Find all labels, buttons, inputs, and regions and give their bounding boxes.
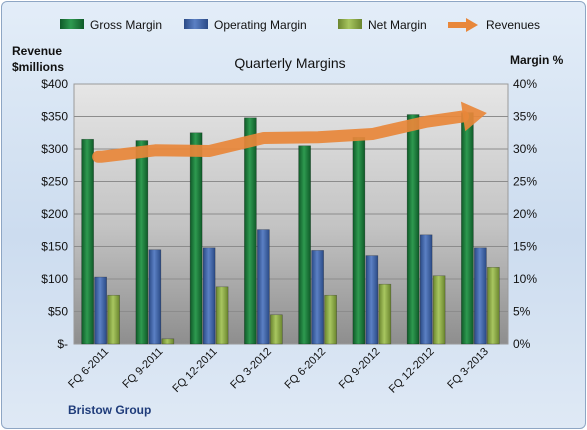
revenue-line <box>92 110 470 163</box>
chart-title: Quarterly Margins <box>234 55 345 71</box>
left-tick-label: $350 <box>41 110 68 124</box>
category-label: FQ 3-2012 <box>228 346 274 392</box>
category-label: FQ 6-2012 <box>283 346 329 392</box>
right-tick-label: 10% <box>513 272 537 286</box>
right-tick-label: 30% <box>513 142 537 156</box>
right-tick-label: 0% <box>513 337 531 351</box>
gross-margin-bar <box>189 132 203 345</box>
operating-margin-bar <box>311 250 324 345</box>
legend-item-revenues: Revenues <box>448 18 540 32</box>
legend-label-revenues: Revenues <box>486 18 540 32</box>
category-label: FQ 9-2012 <box>337 346 383 392</box>
operating-margin-bar <box>474 247 487 345</box>
gross-margin-bar <box>244 117 257 345</box>
source-label: Bristow Group <box>68 403 151 417</box>
legend-label-operating-margin: Operating Margin <box>214 18 307 32</box>
right-tick-label: 5% <box>513 305 531 319</box>
operating-margin-bar <box>94 276 107 345</box>
left-tick-label: $100 <box>41 272 68 286</box>
gross-margin-bar <box>352 137 366 345</box>
legend-item-gross-margin: Gross Margin <box>60 18 162 32</box>
gross-margin-bar <box>406 114 420 345</box>
left-axis-ticks: $- $50 $100 $150 $200 $250 $300 $350 $400 <box>41 77 68 351</box>
left-tick-label: $200 <box>41 207 68 221</box>
legend-label-gross-margin: Gross Margin <box>90 18 162 32</box>
legend-label-net-margin: Net Margin <box>368 18 427 32</box>
left-axis-title-line2: $millions <box>12 60 64 74</box>
category-label: FQ 3-2013 <box>445 346 491 392</box>
revenue-line-group <box>92 101 487 163</box>
legend-item-net-margin: Net Margin <box>338 18 427 32</box>
operating-margin-bar <box>202 247 216 345</box>
category-label: FQ 9-2011 <box>120 346 165 391</box>
net-margin-bar <box>270 314 283 345</box>
operating-margin-bar <box>419 234 433 345</box>
legend-item-operating-margin: Operating Margin <box>184 18 307 32</box>
left-tick-label: $- <box>57 337 68 351</box>
right-tick-label: 40% <box>513 77 537 91</box>
category-labels: FQ 6-2011 FQ 9-2011 FQ 12-2011 FQ 3-2012 FQ … <box>66 346 491 396</box>
legend: Gross Margin Operating Margin Net Margin… <box>60 18 540 32</box>
net-margin-bar <box>487 266 500 345</box>
net-margin-bar <box>378 283 392 345</box>
operating-margin-bar <box>148 249 162 345</box>
left-tick-label: $50 <box>48 305 68 319</box>
category-label: FQ 12-2012 <box>387 346 437 396</box>
net-margin-bar <box>324 294 337 345</box>
left-axis-title-line1: Revenue <box>12 44 62 58</box>
net-margin-bar <box>107 294 120 345</box>
net-margin-bar <box>215 286 229 345</box>
revenue-arrowhead <box>460 101 487 132</box>
gross-margin-bar <box>461 112 474 345</box>
operating-margin-bar <box>257 229 270 345</box>
bars <box>81 112 500 345</box>
right-tick-label: 35% <box>513 110 537 124</box>
net-margin-bar <box>432 275 446 345</box>
left-tick-label: $150 <box>41 240 68 254</box>
gross-margin-bar <box>81 138 94 345</box>
gross-margin-bar <box>298 145 311 345</box>
gross-margin-bar <box>135 140 149 345</box>
operating-margin-bar <box>365 255 379 345</box>
category-label: FQ 12-2011 <box>170 346 219 395</box>
right-tick-label: 15% <box>513 240 537 254</box>
right-axis-title: Margin % <box>510 53 564 67</box>
right-tick-label: 20% <box>513 207 537 221</box>
left-tick-label: $250 <box>41 175 68 189</box>
left-tick-label: $400 <box>41 77 68 91</box>
right-tick-label: 25% <box>513 175 537 189</box>
net-margin-bar <box>161 338 175 345</box>
category-label: FQ 6-2011 <box>66 346 111 391</box>
right-axis-ticks: 0% 5% 10% 15% 20% 25% 30% 35% 40% <box>513 77 537 351</box>
left-tick-label: $300 <box>41 142 68 156</box>
